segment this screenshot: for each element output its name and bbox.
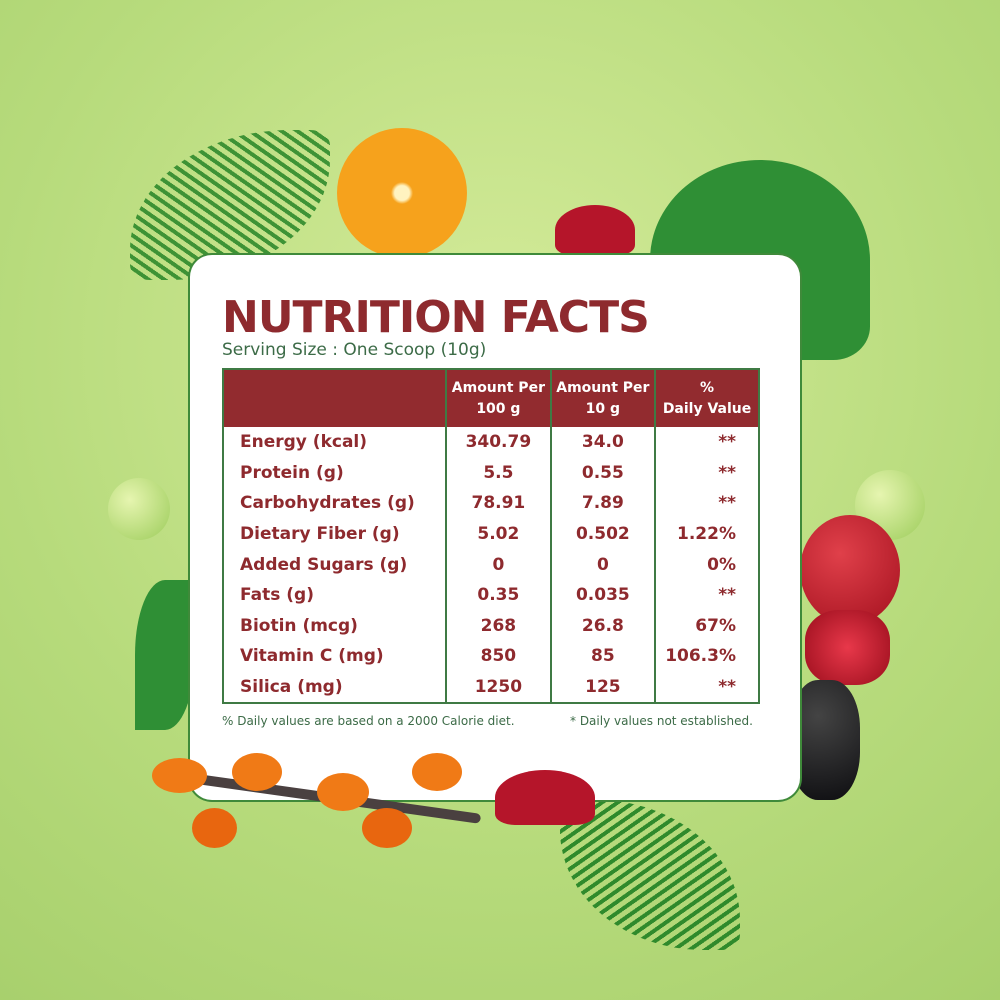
pomegranate-seeds-icon: [805, 610, 890, 685]
pomegranate-icon: [800, 515, 900, 625]
nutrient-name: Added Sugars (g): [240, 554, 408, 575]
header-per-10g: Amount Per 10 g: [549, 369, 656, 427]
amount-per-10g: 26.8: [549, 610, 656, 642]
nutrient-name: Vitamin C (mg): [240, 646, 384, 667]
footnote-not-established: * Daily values not established.: [570, 714, 753, 728]
nutrient-name: Fats (g): [240, 585, 314, 606]
page-title: NUTRITION FACTS: [222, 292, 650, 343]
amount-per-100g: 340.79: [445, 427, 551, 458]
table-row: Carbohydrates (g) 78.91 7.89 **: [223, 488, 759, 519]
header-daily-value: % Daily Value: [654, 369, 759, 427]
amount-per-10g: 7.89: [549, 488, 656, 519]
table-row: Biotin (mcg) 268 26.8 67%: [223, 610, 759, 642]
amount-per-100g: 0: [445, 549, 551, 580]
nutrient-name: Protein (g): [240, 462, 344, 483]
orange-icon: [337, 128, 467, 258]
leaf-left-icon: [135, 580, 195, 730]
serving-size: Serving Size : One Scoop (10g): [222, 340, 487, 360]
amount-per-10g: 0.035: [549, 579, 656, 611]
header-per-100g: Amount Per 100 g: [445, 369, 551, 427]
red-flower-icon: [555, 205, 635, 255]
amount-per-100g: 0.35: [445, 579, 551, 611]
table-row: Energy (kcal) 340.79 34.0 **: [223, 427, 759, 458]
amount-per-100g: 78.91: [445, 488, 551, 519]
table-row: Added Sugars (g) 0 0 0%: [223, 549, 759, 580]
amount-per-100g: 850: [445, 641, 551, 672]
amount-per-100g: 1250: [445, 671, 551, 704]
blackcurrant-icon: [790, 680, 860, 800]
sea-buckthorn-icon: [152, 748, 492, 858]
amla-fruit-icon: [108, 478, 170, 540]
daily-value: 67%: [654, 610, 759, 642]
daily-value: **: [654, 488, 759, 519]
daily-value: **: [654, 671, 759, 704]
red-flower-icon: [495, 770, 595, 825]
table-row: Silica (mg) 1250 125 **: [223, 671, 759, 704]
amount-per-10g: 0: [549, 549, 656, 580]
amount-per-10g: 34.0: [549, 427, 656, 458]
daily-value: 1.22%: [654, 518, 759, 550]
daily-value: 0%: [654, 549, 759, 580]
daily-value: **: [654, 579, 759, 611]
amount-per-10g: 0.55: [549, 457, 656, 489]
nutrition-table: Amount Per 100 g Amount Per 10 g % Daily Va…: [222, 368, 760, 705]
amount-per-10g: 125: [549, 671, 656, 704]
table-header: Amount Per 100 g Amount Per 10 g % Daily Va…: [223, 369, 759, 427]
nutrient-name: Energy (kcal): [240, 432, 368, 453]
table-row: Fats (g) 0.35 0.035 **: [223, 579, 759, 611]
nutrient-name: Dietary Fiber (g): [240, 524, 400, 545]
header-nutrient: [223, 369, 447, 427]
amount-per-100g: 268: [445, 610, 551, 642]
daily-value: 106.3%: [654, 641, 759, 672]
amount-per-10g: 85: [549, 641, 656, 672]
nutrient-name: Biotin (mcg): [240, 615, 358, 636]
nutrient-name: Silica (mg): [240, 677, 343, 698]
footnote-daily-values: % Daily values are based on a 2000 Calor…: [222, 714, 515, 728]
amount-per-100g: 5.02: [445, 518, 551, 550]
amount-per-100g: 5.5: [445, 457, 551, 489]
nutrient-name: Carbohydrates (g): [240, 493, 415, 514]
table-row: Protein (g) 5.5 0.55 **: [223, 457, 759, 489]
amount-per-10g: 0.502: [549, 518, 656, 550]
table-row: Dietary Fiber (g) 5.02 0.502 1.22%: [223, 518, 759, 550]
table-row: Vitamin C (mg) 850 85 106.3%: [223, 641, 759, 672]
daily-value: **: [654, 427, 759, 458]
daily-value: **: [654, 457, 759, 489]
